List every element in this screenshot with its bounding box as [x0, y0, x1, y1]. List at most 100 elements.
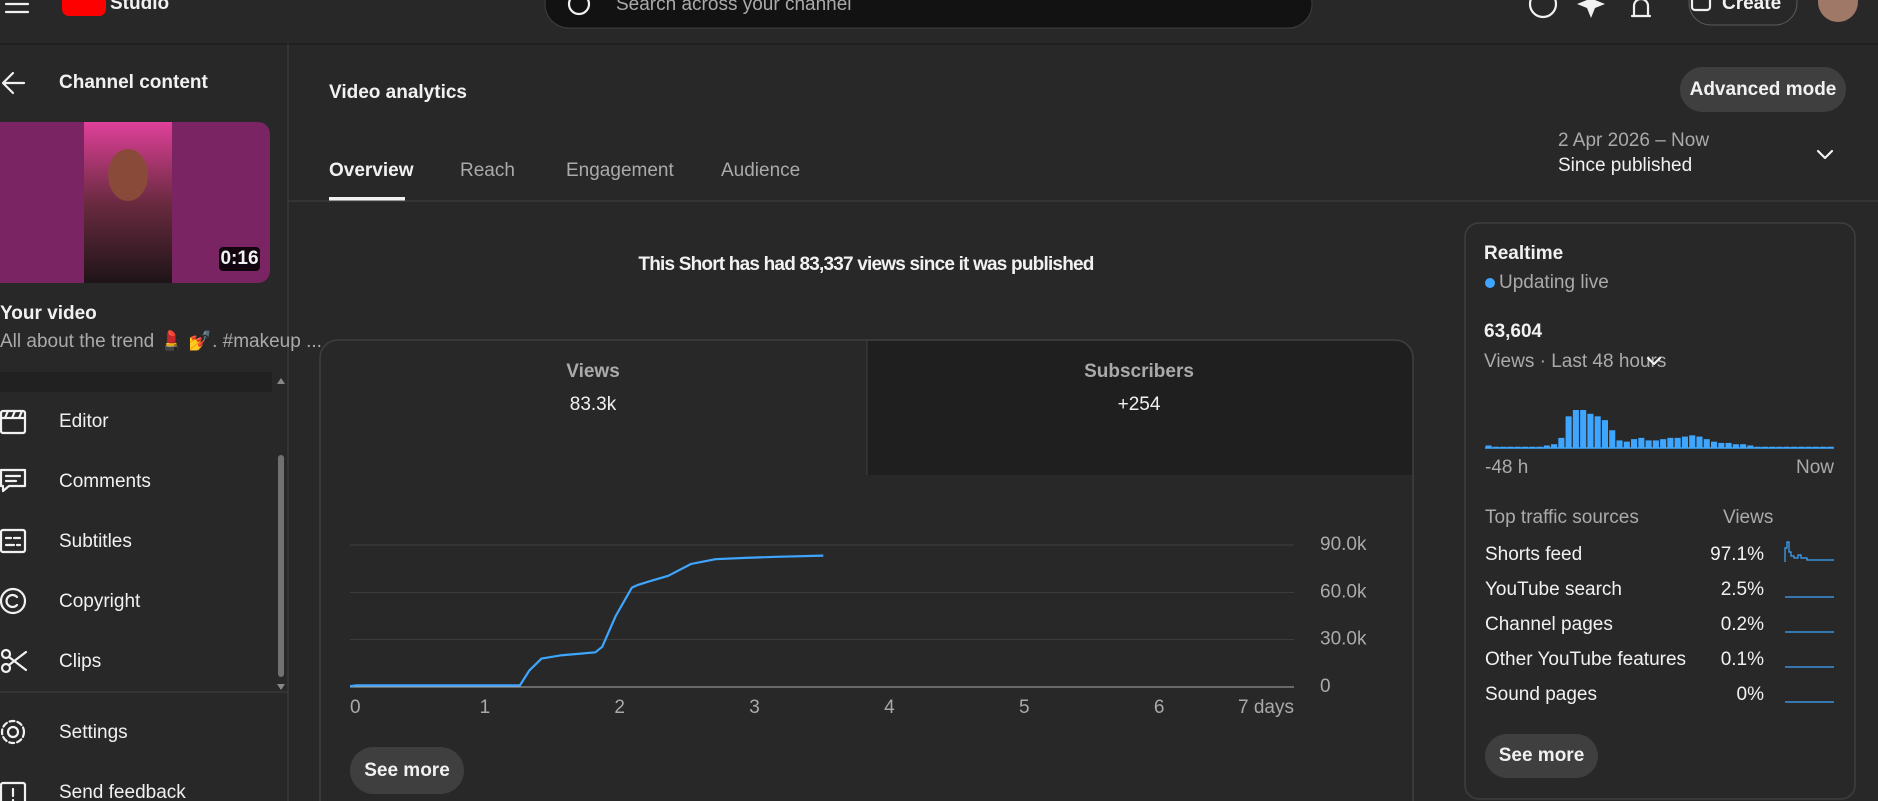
search-placeholder: Search across your channel [616, 0, 852, 15]
bar [1827, 446, 1834, 448]
source-share: 0.2% [1721, 614, 1764, 635]
y-tick-label: 30.0k [1320, 629, 1367, 650]
logo-icon[interactable] [62, 0, 106, 16]
see-more-button[interactable] [350, 747, 464, 794]
bar [1689, 435, 1696, 448]
y-tick-label: 60.0k [1320, 581, 1367, 602]
back-label[interactable]: Channel content [59, 72, 209, 93]
bar [1747, 445, 1754, 448]
metric-value[interactable]: +254 [1118, 394, 1161, 415]
create-label[interactable]: Create [1722, 0, 1781, 14]
bar [1652, 440, 1659, 448]
date-range[interactable]: 2 Apr 2026 – Now [1558, 130, 1709, 151]
period[interactable]: Since published [1558, 155, 1692, 176]
source-name: Other YouTube features [1485, 649, 1686, 670]
bar [1674, 437, 1681, 448]
bar [1623, 441, 1630, 448]
nav-item[interactable]: Clips [59, 651, 101, 672]
tab-underline [329, 197, 405, 201]
create-icon [1690, 0, 1712, 12]
avatar[interactable] [1818, 0, 1858, 22]
bar [1660, 439, 1667, 448]
duration-badge [219, 247, 260, 271]
metric-value[interactable]: 83.3k [570, 394, 617, 415]
bar [1703, 439, 1710, 448]
your-video-label: Your video [0, 303, 97, 324]
bar [1572, 410, 1579, 448]
bar [1725, 442, 1732, 448]
metric-label[interactable]: Subscribers [1084, 361, 1194, 382]
source-share: 0.1% [1721, 649, 1764, 670]
bar [1718, 442, 1725, 448]
advanced-mode-label[interactable]: Advanced mode [1690, 79, 1837, 100]
bar [1798, 446, 1805, 448]
x-tick-label: 7 days [1238, 697, 1294, 718]
realtime-card [1464, 222, 1856, 800]
bar [1783, 446, 1790, 448]
bar [1594, 416, 1601, 448]
realtime-metric[interactable]: Views · Last 48 hours [1484, 351, 1666, 372]
nav-item[interactable]: Settings [59, 722, 128, 743]
sources-header: Top traffic sources [1485, 507, 1639, 528]
nav-item[interactable]: Subtitles [59, 531, 132, 552]
search-icon [567, 0, 591, 16]
x-label: Now [1796, 457, 1834, 478]
source-share: 97.1% [1710, 544, 1764, 565]
nav-item[interactable]: Copyright [59, 591, 141, 612]
advanced-mode-button[interactable] [1680, 67, 1846, 112]
bar [1485, 445, 1492, 448]
x-tick-label: 5 [1019, 697, 1030, 718]
nav-item[interactable]: Send feedback [59, 782, 186, 801]
back-icon[interactable] [1, 71, 26, 95]
metric-dropdown[interactable] [1646, 356, 1662, 366]
x-tick-label: 6 [1154, 697, 1165, 718]
bar [1740, 444, 1747, 448]
search-box[interactable] [544, 0, 1313, 29]
bar [1587, 413, 1594, 448]
bar [1790, 446, 1798, 448]
tab[interactable]: Overview [329, 160, 414, 181]
nav-item[interactable]: Editor [59, 411, 109, 432]
bar [1769, 446, 1776, 448]
help-icon[interactable] [1528, 0, 1558, 19]
ai-icon[interactable] [1577, 0, 1605, 18]
page-title: Video analytics [329, 82, 467, 103]
bar [1616, 440, 1623, 448]
realtime-see-more-button[interactable] [1485, 734, 1598, 778]
see-more-label[interactable]: See more [364, 760, 450, 781]
source-share: 0% [1737, 684, 1765, 705]
x-label: -48 h [1485, 457, 1528, 478]
period-dropdown[interactable] [1816, 149, 1834, 160]
menu-icon[interactable] [4, 2, 30, 14]
tab[interactable]: Audience [721, 160, 800, 181]
bar [1681, 436, 1688, 448]
realtime-title: Realtime [1484, 243, 1563, 264]
bar [1754, 446, 1761, 448]
source-name: Channel pages [1485, 614, 1613, 635]
bar [1631, 439, 1638, 448]
scrollbar [278, 455, 284, 677]
metric-label[interactable]: Views [566, 361, 620, 382]
realtime-see-more-label[interactable]: See more [1499, 745, 1585, 766]
bar [1521, 446, 1529, 448]
subscribers-tab-bg[interactable] [867, 341, 1412, 475]
bar [1732, 444, 1739, 448]
bar [1805, 446, 1812, 448]
bar [1558, 437, 1565, 448]
notifications-icon[interactable] [1630, 0, 1652, 18]
bar [1761, 446, 1768, 448]
sidebar-scroll-fade [0, 372, 272, 392]
bar [1667, 437, 1674, 448]
bar [1492, 446, 1499, 448]
source-name: YouTube search [1485, 579, 1622, 600]
source-sparkline [1784, 541, 1834, 562]
bar [1645, 440, 1652, 448]
tab[interactable]: Engagement [566, 160, 674, 181]
create-button[interactable] [1688, 0, 1798, 26]
x-tick-label: 3 [749, 697, 760, 718]
logo-text[interactable]: Studio [110, 0, 169, 14]
nav-item[interactable]: Comments [59, 471, 151, 492]
thumbnail-face [108, 149, 148, 201]
tab[interactable]: Reach [460, 160, 515, 181]
